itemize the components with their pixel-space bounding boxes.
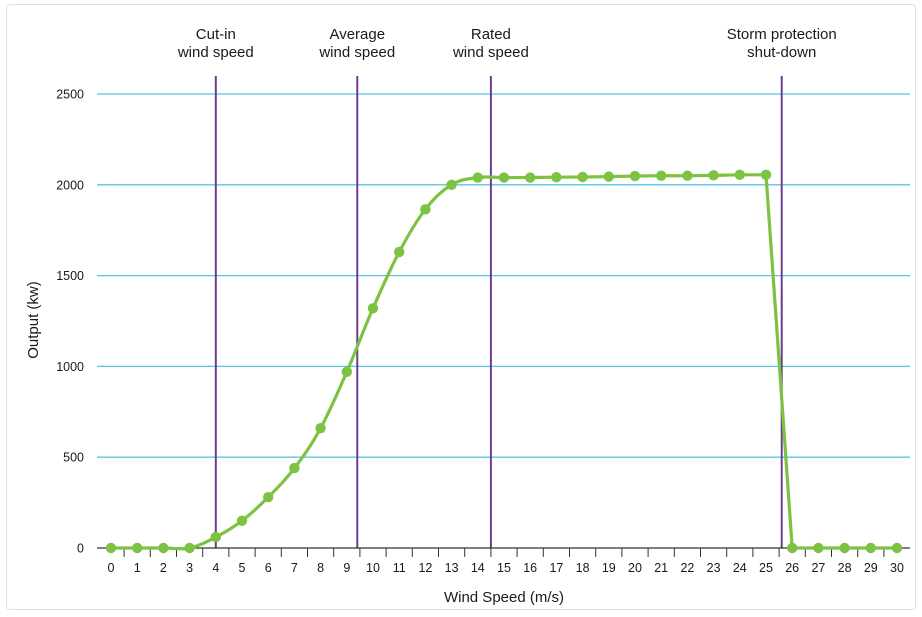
x-tick-label-23: 23 [707,561,721,575]
x-tick-label-26: 26 [785,561,799,575]
x-tick-label-25: 25 [759,561,773,575]
data-point-19 [603,171,614,182]
x-tick-label-20: 20 [628,561,642,575]
x-tick-label-27: 27 [811,561,825,575]
data-point-30 [891,542,903,554]
x-tick-label-5: 5 [239,561,246,575]
data-point-15 [498,172,510,183]
annotation-label-2: Rated wind speed [452,26,529,61]
data-point-13 [446,179,457,190]
data-point-16 [525,172,536,183]
data-point-5 [236,515,248,526]
y-tick-label-2500: 2500 [56,88,84,102]
annotation-lines [214,76,783,548]
data-point-6 [263,491,274,503]
x-tick-label-10: 10 [366,561,380,575]
data-point-26 [787,542,798,554]
annotation-label-line: Rated [471,26,511,43]
annotation-label-line: Cut-in [196,26,236,43]
data-point-25 [760,169,772,181]
x-tick-label-1: 1 [134,561,141,575]
chart-frame [6,4,916,610]
data-point-20 [629,170,641,182]
x-tick-label-3: 3 [186,561,193,575]
y-axis-title: Output (kw) [25,281,42,359]
x-tick-label-11: 11 [393,561,406,575]
y-tick-label-0: 0 [77,542,84,556]
x-tick-label-16: 16 [523,561,537,575]
x-tick-label-15: 15 [497,561,511,575]
x-tick-label-30: 30 [890,561,904,575]
data-point-2 [158,542,169,554]
x-tick-label-21: 21 [654,561,668,575]
data-point-28 [839,542,850,554]
x-tick-label-17: 17 [549,561,563,575]
x-tick-label-6: 6 [265,561,272,575]
annotation-label-line: Storm protection [727,26,837,43]
x-tick-label-13: 13 [445,561,459,575]
data-point-18 [577,171,588,183]
x-tick-label-2: 2 [160,561,167,575]
annotation-label-line: shut-down [747,44,816,61]
data-point-4 [210,531,221,543]
x-tick-label-12: 12 [418,561,432,575]
annotation-label-line: Average [329,26,385,43]
data-point-12 [420,204,431,215]
data-point-24 [734,169,745,181]
series-line-0 [110,173,897,551]
x-tick-label-29: 29 [864,561,878,575]
data-point-0 [105,542,117,554]
x-tick-label-0: 0 [108,561,115,575]
x-tick-label-24: 24 [733,561,747,575]
grid-layer [97,93,910,458]
data-point-29 [865,542,876,554]
series-layer [105,169,903,554]
annotation-label-1: Average wind speed [318,26,395,61]
y-tick-label-500: 500 [63,451,84,465]
data-point-1 [132,542,143,554]
x-tick-label-18: 18 [576,561,590,575]
data-point-8 [315,422,326,434]
annotation-label-0: Cut-in wind speed [177,26,254,61]
x-tick-label-28: 28 [838,561,852,575]
y-tick-label-1000: 1000 [56,360,84,374]
y-tick-label-2000: 2000 [56,178,84,192]
data-point-10 [367,303,379,314]
data-point-9 [341,366,352,378]
annotation-label-line: wind speed [318,44,395,61]
data-point-21 [656,170,667,181]
data-point-7 [289,462,300,474]
x-tick-label-22: 22 [680,561,694,575]
data-point-23 [708,170,719,181]
data-point-14 [472,172,483,183]
y-tick-label-1500: 1500 [56,269,84,283]
annotation-label-line: wind speed [452,44,529,61]
x-tick-label-7: 7 [291,561,298,575]
annotation-label-line: wind speed [177,44,254,61]
data-point-27 [813,542,824,554]
data-point-11 [394,246,405,258]
x-tick-label-19: 19 [602,561,616,575]
x-tick-label-4: 4 [212,561,219,575]
data-point-17 [551,171,562,183]
data-point-3 [184,542,195,554]
x-tick-label-14: 14 [471,561,485,575]
x-tick-label-8: 8 [317,561,324,575]
data-point-22 [682,170,693,181]
annotation-label-3: Storm protection shut-down [727,26,837,61]
x-tick-label-9: 9 [343,561,350,575]
x-axis-title: Wind Speed (m/s) [444,589,564,606]
